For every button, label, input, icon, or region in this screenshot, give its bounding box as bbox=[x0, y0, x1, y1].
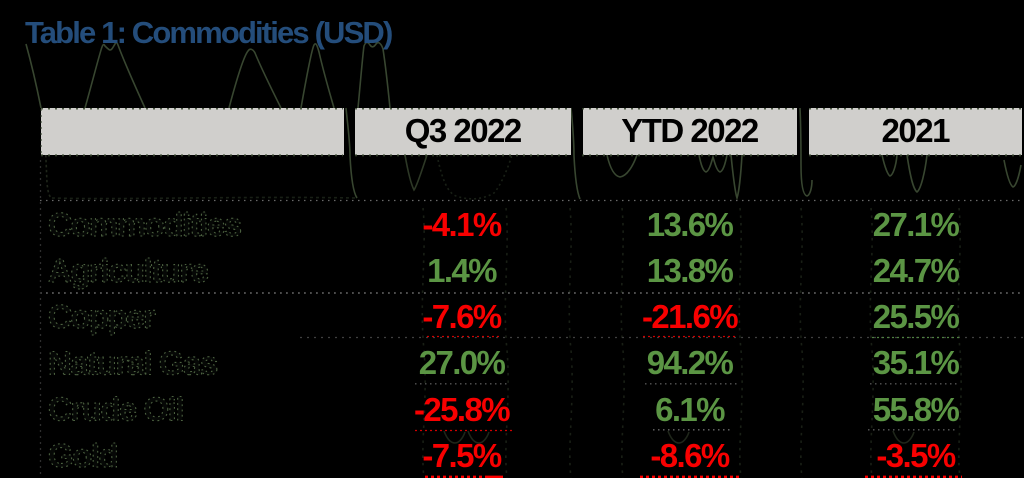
svg-text:Commodities: Commodities bbox=[48, 206, 241, 243]
svg-text:Crude Oil: Crude Oil bbox=[48, 391, 183, 428]
svg-text:Gold: Gold bbox=[48, 437, 117, 474]
svg-text:Copper: Copper bbox=[48, 298, 156, 335]
svg-text:Agriculture: Agriculture bbox=[48, 252, 209, 289]
svg-text:Natural Gas: Natural Gas bbox=[48, 344, 217, 381]
